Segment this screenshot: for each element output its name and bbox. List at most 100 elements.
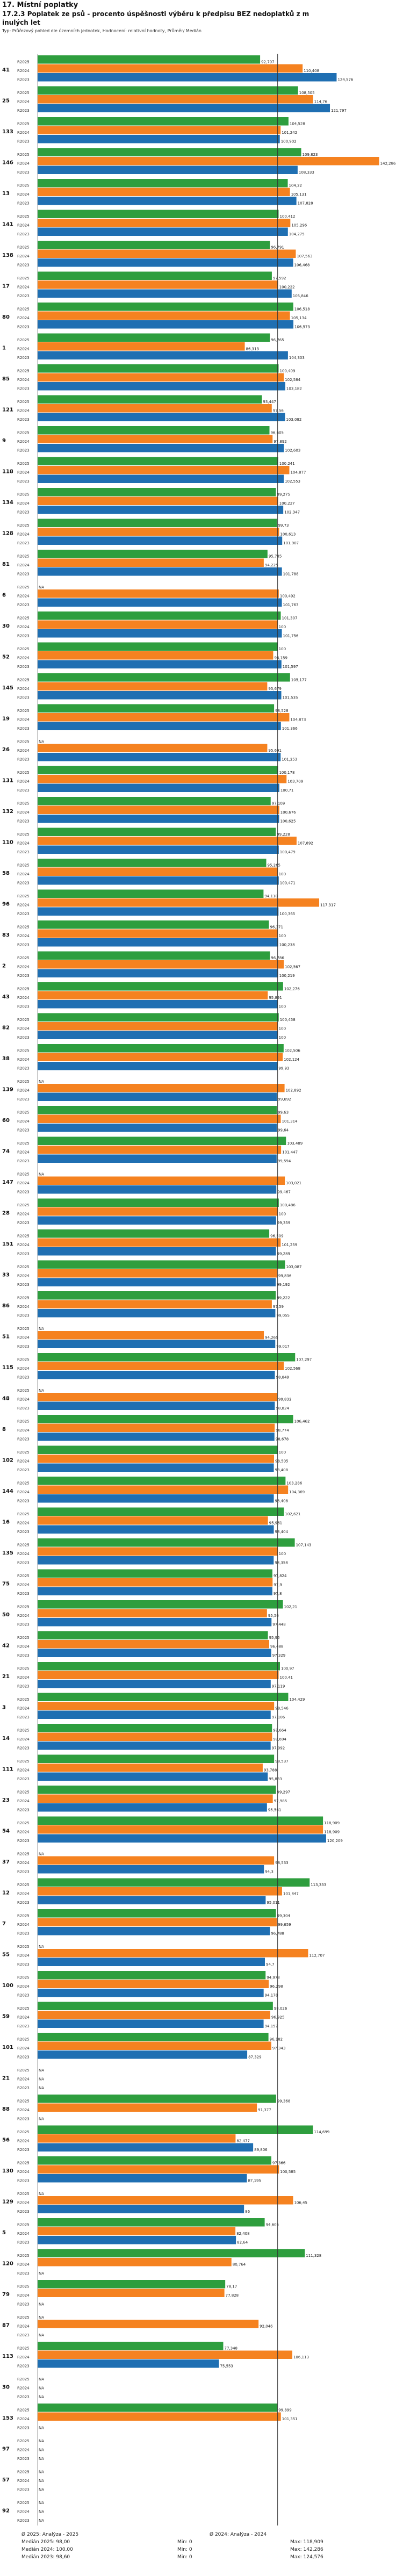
series-label: R2025	[17, 832, 30, 837]
bar	[38, 951, 270, 960]
bar	[38, 2041, 271, 2050]
chart-subtitle-line2: inulých let	[2, 19, 40, 26]
bar	[38, 691, 282, 700]
data-label: 99,93	[278, 1067, 289, 1071]
series-label: R2025	[17, 2439, 30, 2443]
bar	[38, 289, 292, 298]
bar	[38, 1053, 283, 1061]
series-label: R2023	[17, 1870, 30, 1874]
bar	[38, 1865, 264, 1874]
data-label-na: NA	[39, 2395, 44, 2399]
data-label-na: NA	[39, 2315, 44, 2320]
bar	[38, 536, 283, 545]
bar	[38, 2227, 236, 2235]
data-label: 97,329	[272, 1653, 286, 1658]
category-label: 128	[2, 530, 13, 536]
series-label: R2023	[17, 2210, 30, 2214]
bar	[38, 1640, 269, 1649]
data-label: 99,289	[277, 1252, 290, 1256]
data-label: 98,408	[275, 1468, 289, 1472]
data-label-na: NA	[39, 585, 44, 589]
data-label: 100,227	[279, 501, 295, 506]
series-label: R2024	[17, 1490, 30, 1494]
series-label: R2024	[17, 2479, 30, 2483]
data-label: 100,902	[281, 140, 297, 144]
series-label: R2025	[17, 2285, 30, 2289]
series-label: R2024	[17, 2046, 30, 2050]
category-label: 132	[2, 809, 13, 815]
category-label: 147	[2, 1179, 13, 1185]
series-label: R2024	[17, 934, 30, 938]
series-label: R2024	[17, 1150, 30, 1155]
series-label: R2024	[17, 872, 30, 876]
bar	[38, 1742, 271, 1750]
series-label: R2024	[17, 1057, 30, 1062]
bar	[38, 1732, 272, 1741]
category-label: 56	[2, 2137, 10, 2143]
bar	[38, 1291, 276, 1300]
category-label: 111	[2, 1766, 13, 1772]
chart-subtitle-line1: 17.2.3 Poplatek ze psů - procento úspěšn…	[2, 10, 310, 18]
series-label: R2023	[17, 912, 30, 916]
bar	[38, 404, 272, 413]
data-label: 99,297	[277, 1790, 291, 1795]
series-label: R2023	[17, 726, 30, 731]
bar	[38, 1371, 275, 1379]
bar	[38, 1340, 276, 1348]
series-label: R2023	[17, 1499, 30, 1503]
series-label: R2025	[17, 1605, 30, 1609]
category-label: 139	[2, 1086, 13, 1092]
category-label: 145	[2, 685, 13, 691]
category-label: 80	[2, 314, 10, 320]
bar	[38, 1062, 278, 1070]
bar	[38, 642, 278, 651]
series-label: R2023	[17, 232, 30, 236]
series-label: R2023	[17, 263, 30, 268]
bar	[38, 1949, 308, 1958]
data-label: 98,528	[275, 709, 289, 713]
bar	[38, 2205, 244, 2213]
data-label-na: NA	[39, 1852, 44, 1857]
bar	[38, 1445, 278, 1454]
series-label: R2024	[17, 1027, 30, 1031]
data-label: 97,366	[272, 2161, 286, 2165]
bar	[38, 413, 285, 421]
series-label: R2024	[17, 2263, 30, 2267]
bar	[38, 117, 289, 126]
series-label: R2025	[17, 369, 30, 373]
bar	[38, 1856, 275, 1865]
bar	[38, 528, 279, 536]
series-label: R2024	[17, 2077, 30, 2082]
bar	[38, 1525, 274, 1534]
series-label: R2025	[17, 122, 30, 126]
data-label: 101,259	[282, 1243, 297, 1247]
data-label: 105,296	[291, 224, 307, 228]
bar	[38, 1260, 285, 1269]
series-label: R2024	[17, 2355, 30, 2359]
data-label: 99,228	[277, 832, 290, 837]
category-label: 74	[2, 1148, 10, 1154]
series-label: R2025	[17, 1729, 30, 1733]
series-label: R2023	[17, 1097, 30, 1102]
data-label: 97,448	[272, 1623, 285, 1627]
series-label: R2023	[17, 2117, 30, 2121]
data-label-na: NA	[39, 2501, 44, 2505]
data-label: 100,71	[280, 788, 294, 793]
bar	[38, 1909, 276, 1918]
category-label: 153	[2, 2415, 13, 2421]
series-label: R2024	[17, 2139, 30, 2143]
bar	[38, 1463, 274, 1472]
data-label: 94,225	[265, 563, 278, 567]
data-label: 101,763	[283, 603, 299, 607]
bar	[38, 1878, 310, 1887]
series-label: R2024	[17, 1398, 30, 1402]
data-label: 108,333	[299, 170, 314, 175]
data-label: 95,561	[268, 1808, 281, 1812]
bar	[38, 55, 261, 64]
data-label-na: NA	[39, 2439, 44, 2443]
bar	[38, 859, 267, 867]
bar	[38, 1423, 275, 1432]
data-label: 102,892	[286, 1089, 301, 1093]
data-label: 100,222	[279, 285, 295, 290]
bar	[38, 1609, 267, 1617]
